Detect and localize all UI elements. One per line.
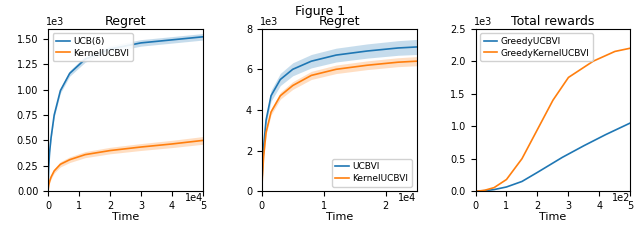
Title: Regret: Regret — [319, 15, 360, 27]
Text: 1e2: 1e2 — [612, 193, 630, 203]
KernelUCBVI — [66, 158, 74, 161]
UCB(δ) — [51, 114, 58, 116]
GreedyUCBVI — [559, 156, 566, 159]
KernelUCBVI — [260, 155, 268, 158]
GreedyKernelUCBVI — [564, 76, 572, 79]
UCBVI — [268, 94, 275, 97]
UCBVI — [332, 54, 340, 57]
GreedyKernelUCBVI — [611, 50, 619, 53]
GreedyUCBVI — [502, 185, 510, 188]
GreedyUCBVI — [627, 121, 634, 124]
UCB(δ) — [44, 190, 52, 193]
UCB(δ) — [66, 72, 74, 75]
UCBVI — [394, 47, 402, 49]
UCB(δ) — [45, 151, 53, 154]
KernelUCBVI — [51, 169, 58, 172]
KernelUCBVI — [45, 184, 52, 187]
Line: KernelUCBVI: KernelUCBVI — [262, 61, 417, 191]
GreedyKernelUCBVI — [472, 190, 479, 193]
Line: UCB(δ): UCB(δ) — [48, 37, 203, 191]
X-axis label: Time: Time — [326, 212, 353, 222]
Title: Regret: Regret — [105, 15, 146, 27]
GreedyKernelUCBVI — [589, 60, 597, 63]
Legend: UCB(δ), KernelUCBVI: UCB(δ), KernelUCBVI — [52, 33, 133, 61]
KernelUCBVI — [259, 175, 266, 178]
UCBVI — [259, 169, 266, 172]
UCBVI — [258, 190, 266, 193]
Line: UCBVI: UCBVI — [262, 47, 417, 191]
Legend: GreedyUCBVI, GreedyKernelUCBVI: GreedyUCBVI, GreedyKernelUCBVI — [480, 33, 593, 61]
KernelUCBVI — [137, 146, 145, 148]
KernelUCBVI — [199, 139, 207, 142]
Text: Figure 1: Figure 1 — [295, 5, 345, 18]
KernelUCBVI — [106, 149, 114, 152]
UCB(δ) — [47, 136, 55, 139]
KernelUCBVI — [258, 190, 266, 193]
GreedyUCBVI — [490, 188, 498, 191]
KernelUCBVI — [262, 131, 270, 134]
GreedyKernelUCBVI — [475, 190, 483, 192]
X-axis label: Time: Time — [540, 212, 566, 222]
UCBVI — [364, 50, 371, 53]
GreedyUCBVI — [534, 171, 541, 174]
UCBVI — [260, 145, 268, 148]
Text: 1e3: 1e3 — [474, 17, 492, 27]
UCBVI — [276, 78, 284, 81]
KernelUCBVI — [47, 175, 55, 178]
Line: KernelUCBVI: KernelUCBVI — [48, 141, 203, 191]
Text: 1e4: 1e4 — [185, 193, 203, 203]
KernelUCBVI — [45, 180, 53, 183]
GreedyUCBVI — [475, 190, 483, 192]
Line: GreedyUCBVI: GreedyUCBVI — [476, 123, 630, 191]
GreedyUCBVI — [602, 133, 609, 136]
UCBVI — [307, 60, 315, 63]
GreedyKernelUCBVI — [490, 186, 498, 189]
GreedyUCBVI — [481, 189, 489, 192]
Title: Total rewards: Total rewards — [511, 15, 595, 27]
KernelUCBVI — [44, 190, 52, 193]
Line: GreedyKernelUCBVI: GreedyKernelUCBVI — [476, 48, 630, 191]
UCB(δ) — [81, 58, 89, 61]
KernelUCBVI — [413, 60, 420, 63]
UCB(δ) — [168, 38, 176, 41]
UCBVI — [413, 45, 420, 48]
KernelUCBVI — [289, 84, 296, 87]
GreedyUCBVI — [472, 190, 479, 193]
Legend: UCBVI, KernelUCBVI: UCBVI, KernelUCBVI — [332, 159, 412, 187]
GreedyUCBVI — [580, 144, 588, 147]
UCBVI — [289, 68, 296, 71]
GreedyUCBVI — [518, 180, 526, 183]
KernelUCBVI — [364, 64, 371, 67]
UCB(δ) — [199, 35, 207, 38]
UCB(δ) — [45, 167, 52, 170]
Text: 1e3: 1e3 — [260, 17, 278, 27]
KernelUCBVI — [332, 68, 340, 71]
GreedyKernelUCBVI — [481, 189, 489, 192]
GreedyKernelUCBVI — [502, 178, 510, 181]
UCB(δ) — [106, 48, 114, 50]
X-axis label: Time: Time — [112, 212, 139, 222]
KernelUCBVI — [394, 61, 402, 64]
KernelUCBVI — [168, 142, 176, 145]
KernelUCBVI — [307, 74, 315, 77]
KernelUCBVI — [81, 153, 89, 156]
Text: 1e3: 1e3 — [47, 17, 65, 27]
KernelUCBVI — [56, 163, 64, 166]
GreedyKernelUCBVI — [549, 99, 557, 102]
UCBVI — [262, 119, 270, 121]
UCB(δ) — [137, 42, 145, 44]
Text: 1e4: 1e4 — [398, 193, 417, 203]
GreedyKernelUCBVI — [518, 157, 526, 160]
UCB(δ) — [56, 89, 64, 92]
KernelUCBVI — [276, 94, 284, 97]
GreedyKernelUCBVI — [534, 128, 541, 131]
KernelUCBVI — [268, 110, 275, 114]
GreedyKernelUCBVI — [627, 47, 634, 50]
